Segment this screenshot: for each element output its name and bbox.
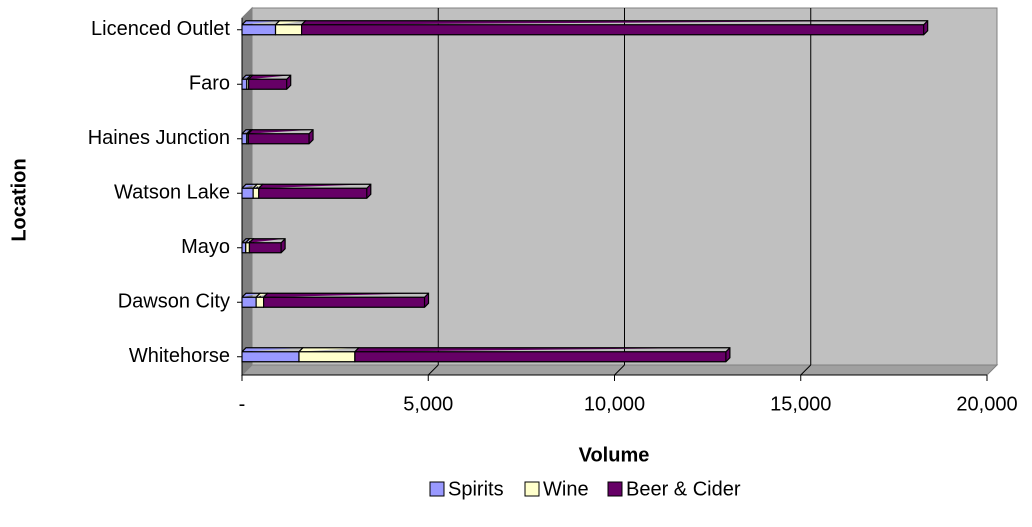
y-tick-label: Dawson City xyxy=(118,291,230,313)
x-tick-label: 20,000 xyxy=(956,393,1017,415)
grid-line xyxy=(427,364,439,376)
y-tick-label: Mayo xyxy=(181,236,230,258)
bar-segment xyxy=(301,20,929,36)
y-tick-label: Licenced Outlet xyxy=(91,18,230,40)
legend-label: Spirits xyxy=(448,478,504,500)
y-tick-label: Whitehorse xyxy=(129,345,230,367)
y-tick-label: Haines Junction xyxy=(88,127,230,149)
x-tick-label: 15,000 xyxy=(770,393,831,415)
bar-segment xyxy=(354,347,731,363)
x-tick-label: - xyxy=(239,393,246,415)
x-tick-label: 10,000 xyxy=(584,393,645,415)
y-tick-label: Faro xyxy=(189,73,230,95)
legend-label: Beer & Cider xyxy=(626,478,741,500)
legend-swatch xyxy=(429,481,445,497)
y-axis-title: Location xyxy=(8,158,30,241)
y-tick-label: Watson Lake xyxy=(114,182,230,204)
bar-segment xyxy=(248,238,286,254)
grid-line xyxy=(800,364,812,376)
bar-segment xyxy=(258,183,372,199)
legend-label: Wine xyxy=(543,478,589,500)
grid-line xyxy=(614,364,625,376)
bar-segment xyxy=(248,74,292,90)
x-axis-title: Volume xyxy=(579,444,650,466)
x-tick-label: 5,000 xyxy=(403,393,453,415)
legend-swatch xyxy=(524,481,540,497)
bar-segment xyxy=(263,292,430,308)
bar-segment xyxy=(247,129,314,145)
legend-swatch xyxy=(607,481,623,497)
